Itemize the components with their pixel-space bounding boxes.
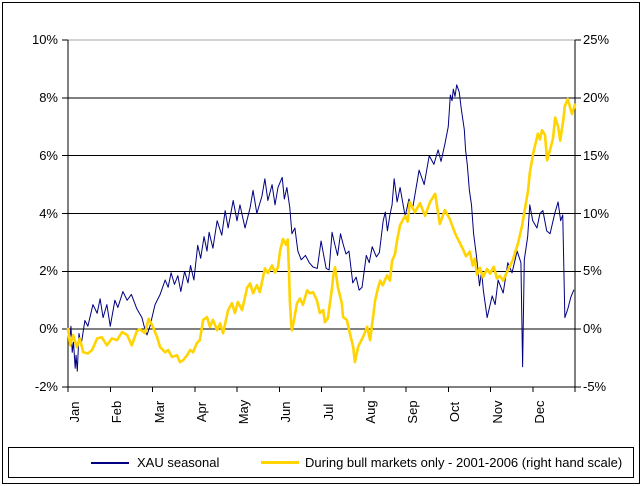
y-right-tick-label: 20% — [583, 89, 610, 105]
legend-label: During bull markets only - 2001-2006 (ri… — [305, 455, 623, 470]
legend-line-sample-gold — [261, 461, 299, 464]
x-tick-label: Mar — [151, 400, 167, 424]
y-left-tick-label: 2% — [39, 263, 58, 279]
x-tick-label: Jan — [67, 401, 82, 423]
legend: XAU seasonal During bull markets only - … — [8, 447, 634, 478]
x-tick-label: Jul — [320, 403, 336, 421]
y-left-tick-label: -2% — [34, 379, 58, 394]
y-right-tick-label: 25% — [583, 32, 610, 47]
y-left-tick-label: 0% — [39, 321, 58, 337]
x-tick-label: Jun — [278, 401, 294, 423]
y-right-tick-label: 5% — [583, 263, 602, 279]
x-tick-label: May — [236, 399, 251, 425]
x-tick-label: Apr — [193, 401, 209, 423]
legend-line-sample-navy — [91, 462, 129, 464]
y-right-tick-label: 0% — [583, 321, 602, 337]
y-left-tick-label: 8% — [39, 89, 58, 105]
y-left-tick-label: 10% — [31, 32, 58, 47]
y-right-tick-label: -5% — [583, 379, 607, 394]
y-right-tick-label: 10% — [583, 205, 610, 221]
x-tick-label: Aug — [362, 400, 378, 424]
series-line-1 — [66, 97, 577, 364]
x-tick-label: Oct — [447, 401, 463, 423]
x-tick-label: Dec — [531, 400, 547, 424]
y-left-tick-label: 6% — [39, 147, 58, 163]
x-tick-label: Nov — [489, 400, 505, 424]
series-line-0 — [67, 84, 575, 372]
y-right-tick-label: 15% — [583, 147, 610, 163]
legend-label: XAU seasonal — [137, 455, 220, 470]
x-tick-label: Sep — [405, 400, 420, 424]
x-tick-label: Feb — [109, 400, 125, 424]
y-left-tick-label: 4% — [39, 205, 58, 221]
